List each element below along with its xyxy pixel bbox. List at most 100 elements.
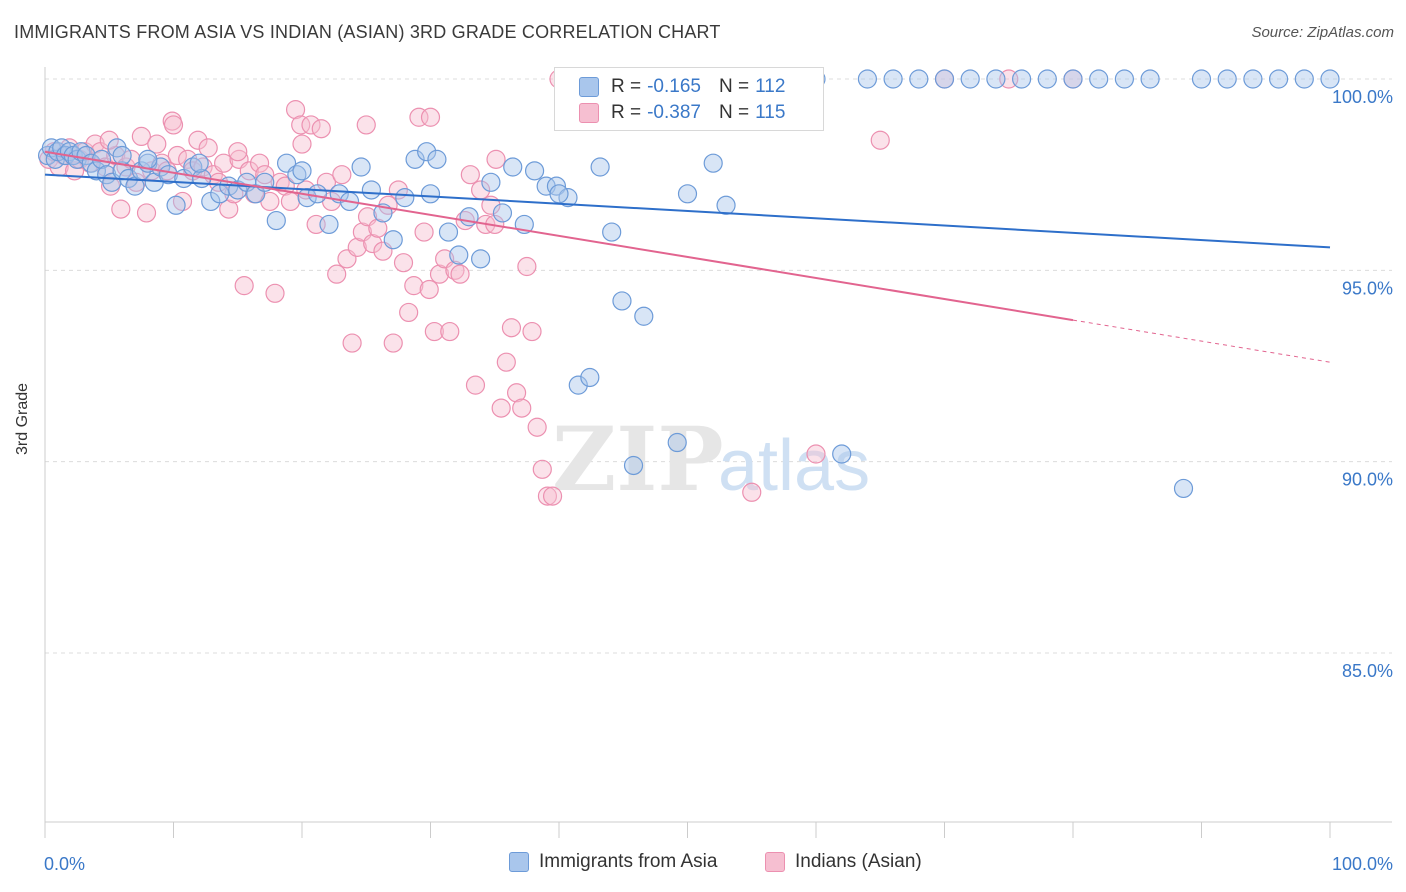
- blue-point: [1320, 69, 1340, 89]
- pink-point: [870, 130, 890, 150]
- blue-point: [1140, 69, 1160, 89]
- pink-point: [419, 279, 439, 300]
- pink-point: [99, 130, 119, 150]
- pink-point: [424, 321, 444, 342]
- pink-point: [445, 260, 465, 280]
- bottom-legend-label-blue: Immigrants from Asia: [539, 851, 718, 872]
- pink-point: [327, 264, 347, 284]
- y-tick-label: 90.0%: [1342, 470, 1393, 490]
- pink-point: [522, 321, 542, 342]
- trend-lines: [44, 150, 1331, 363]
- pink-point: [512, 398, 532, 418]
- blue-point: [934, 69, 955, 89]
- blue-point: [86, 161, 107, 181]
- pink-point: [363, 233, 383, 254]
- pink-point: [393, 253, 414, 273]
- blue-point: [1037, 69, 1057, 89]
- pink-point: [399, 302, 419, 323]
- pink-point: [249, 153, 270, 173]
- pink-point: [450, 264, 470, 284]
- bottom-legend-swatch-blue: [509, 852, 529, 872]
- chart-title: IMMIGRANTS FROM ASIA VS INDIAN (ASIAN) 3…: [14, 22, 721, 42]
- legend-swatch-blue: [579, 77, 599, 97]
- blue-point: [503, 157, 523, 177]
- pink-point: [501, 318, 522, 338]
- legend-n-value-blue: 112: [755, 76, 786, 97]
- tick-labels: 85.0% 90.0% 95.0% 100.0% 0.0% 100.0%: [44, 87, 1393, 874]
- blue-point: [986, 69, 1006, 89]
- blue-point: [351, 157, 371, 177]
- blue-point: [361, 180, 381, 200]
- blue-point: [623, 455, 644, 476]
- pink-point: [356, 115, 376, 135]
- pink-point: [542, 486, 563, 506]
- pink-point: [420, 107, 441, 127]
- pink-point: [214, 153, 234, 173]
- pink-trend-extension: [1072, 319, 1331, 363]
- y-tick-label: 100.0%: [1332, 87, 1393, 107]
- blue-point: [832, 444, 852, 464]
- blue-point: [166, 195, 186, 215]
- blue-point: [634, 306, 654, 326]
- pink-point: [136, 203, 157, 223]
- pink-point: [429, 264, 450, 284]
- pink-trend-line: [44, 150, 1074, 322]
- blue-point: [590, 157, 610, 177]
- source-label: Source: ZipAtlas.com: [1251, 24, 1394, 41]
- pink-point: [383, 333, 403, 353]
- legend-row-pink: R = -0.387 N = 115: [579, 102, 785, 124]
- blue-point: [319, 214, 339, 235]
- pink-point: [806, 444, 826, 464]
- x-tick-label-max: 100.0%: [1332, 854, 1393, 874]
- pink-point: [198, 138, 218, 158]
- blue-point: [677, 184, 698, 204]
- legend-r-label-pink: R =: [611, 102, 642, 123]
- blue-point: [395, 188, 415, 208]
- blue-point: [1268, 69, 1289, 89]
- pink-point: [491, 398, 511, 418]
- pink-point: [228, 142, 248, 162]
- blue-point: [438, 222, 459, 242]
- pink-point: [537, 486, 558, 506]
- pink-point: [414, 222, 434, 242]
- legend-n-label-blue: N =: [718, 76, 750, 97]
- blue-point: [602, 222, 622, 242]
- blue-point: [427, 149, 447, 169]
- legend-n-label-pink: N =: [718, 102, 750, 123]
- stats-legend: R = -0.165 N = 112 R = -0.387 N = 115: [554, 67, 824, 131]
- blue-point: [1114, 69, 1135, 89]
- blue-point: [612, 291, 632, 311]
- pink-point: [517, 256, 537, 277]
- blue-point: [307, 184, 328, 204]
- pink-point: [311, 119, 331, 139]
- blue-point: [287, 165, 307, 185]
- blue-point: [549, 184, 569, 204]
- blue-point: [417, 142, 437, 162]
- blue-point: [1191, 69, 1212, 89]
- blue-point: [524, 161, 545, 181]
- blue-point: [405, 149, 425, 169]
- blue-point: [492, 203, 513, 223]
- pink-point: [332, 165, 352, 185]
- bottom-legend-swatch-pink: [765, 852, 785, 872]
- blue-point: [481, 172, 501, 192]
- pink-point: [265, 283, 285, 303]
- blue-point: [580, 367, 600, 388]
- pink-point: [234, 276, 254, 296]
- x-tick-label-min: 0.0%: [44, 854, 85, 874]
- pink-point: [291, 115, 311, 135]
- blue-point: [1011, 69, 1032, 89]
- y-tick-label: 85.0%: [1342, 661, 1393, 681]
- pink-point: [147, 134, 167, 154]
- axes: [44, 67, 1392, 838]
- bottom-legend-label-pink: Indians (Asian): [795, 851, 922, 872]
- grid-lines: [45, 78, 1392, 654]
- pink-point: [368, 218, 388, 238]
- watermark-zip: ZIP: [552, 407, 724, 511]
- blue-point: [1294, 69, 1314, 89]
- legend-r-value-blue: -0.165: [647, 76, 701, 97]
- pink-point: [404, 276, 424, 296]
- blue-point: [1089, 69, 1109, 89]
- pink-point: [342, 333, 362, 353]
- pink-point: [301, 115, 321, 135]
